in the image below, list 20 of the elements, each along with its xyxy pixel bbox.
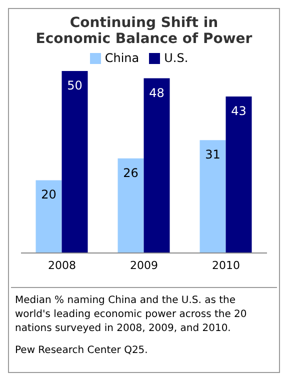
data-label: 26 <box>123 166 138 180</box>
data-label: 20 <box>41 188 56 202</box>
bar <box>200 140 226 253</box>
data-label: 43 <box>231 104 246 118</box>
x-tick-label: 2008 <box>48 258 76 272</box>
bar <box>226 96 252 253</box>
data-label: 31 <box>205 148 220 162</box>
chart-title: Continuing Shift in Economic Balance of Power <box>34 15 254 47</box>
text: Pew Research Center Q25. <box>15 344 149 358</box>
bar <box>118 158 144 253</box>
data-label: 50 <box>67 78 82 93</box>
text: Median % naming China and the U.S. as the world's leading economic power across the 20 nations surveyed in 2008, 2009, and 2010. <box>15 294 248 336</box>
x-tick-label: 2010 <box>212 258 240 272</box>
bar <box>144 78 170 253</box>
data-label: 48 <box>149 86 164 100</box>
x-tick-label: 2009 <box>130 258 158 272</box>
legend-label: China <box>104 51 140 65</box>
legend-label: U.S. <box>164 51 188 65</box>
bar <box>36 180 62 253</box>
bar <box>62 71 88 253</box>
